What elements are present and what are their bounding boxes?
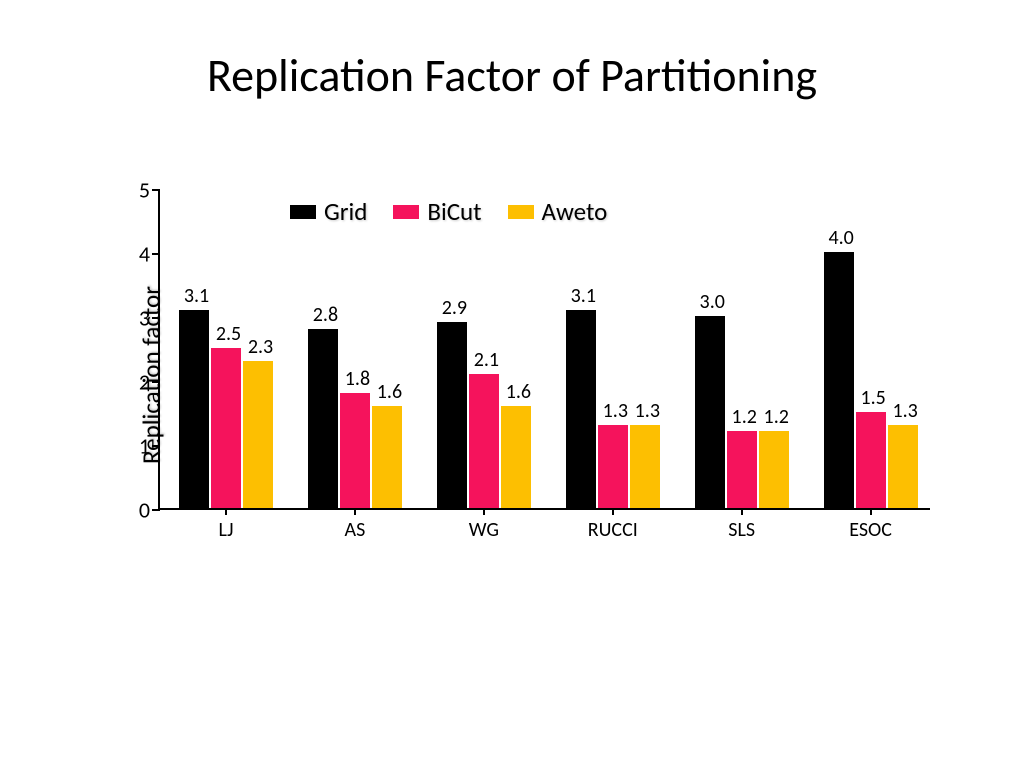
bar-group: 2.81.81.6AS xyxy=(295,190,415,508)
x-tick xyxy=(870,508,872,515)
y-tick xyxy=(152,253,160,255)
x-category-label: RUCCI xyxy=(553,518,673,542)
bar-groups: 3.12.52.3LJ2.81.81.6AS2.92.11.6WG3.11.31… xyxy=(160,190,930,508)
bar: 2.5 xyxy=(211,348,241,508)
y-tick xyxy=(152,445,160,447)
bar-group: 3.11.31.3RUCCI xyxy=(553,190,673,508)
x-category-label: LJ xyxy=(166,518,286,542)
bar: 1.6 xyxy=(501,406,531,508)
bar: 3.1 xyxy=(566,310,596,508)
y-tick-label: 5 xyxy=(139,177,150,204)
bar-value-label: 4.0 xyxy=(828,226,853,250)
x-tick xyxy=(612,508,614,515)
x-tick xyxy=(354,508,356,515)
x-category-label: WG xyxy=(424,518,544,542)
bar-value-label: 2.5 xyxy=(216,322,241,346)
bar: 1.3 xyxy=(598,425,628,508)
bar-value-label: 2.9 xyxy=(442,296,467,320)
bar-value-label: 1.6 xyxy=(377,380,402,404)
replication-factor-chart: Replication factor GridBiCutAweto 3.12.5… xyxy=(110,190,930,560)
bar-group: 4.01.51.3ESOC xyxy=(811,190,931,508)
bar-group: 3.01.21.2SLS xyxy=(682,190,802,508)
y-tick-label: 0 xyxy=(139,497,150,524)
bar: 1.5 xyxy=(856,412,886,508)
bar: 2.3 xyxy=(243,361,273,508)
y-tick xyxy=(152,317,160,319)
bar: 1.8 xyxy=(340,393,370,508)
bar: 3.0 xyxy=(695,316,725,508)
y-tick-label: 1 xyxy=(139,433,150,460)
y-tick xyxy=(152,509,160,511)
bar-value-label: 1.8 xyxy=(345,367,370,391)
y-tick xyxy=(152,189,160,191)
x-category-label: AS xyxy=(295,518,415,542)
y-tick-label: 4 xyxy=(139,241,150,268)
x-category-label: SLS xyxy=(682,518,802,542)
slide-title: Replication Factor of Partitioning xyxy=(0,48,1024,104)
bar: 1.6 xyxy=(372,406,402,508)
bar-value-label: 2.3 xyxy=(248,335,273,359)
plot-area: GridBiCutAweto 3.12.52.3LJ2.81.81.6AS2.9… xyxy=(158,190,930,510)
x-tick xyxy=(483,508,485,515)
bar-value-label: 1.2 xyxy=(732,405,757,429)
bar-value-label: 2.1 xyxy=(474,348,499,372)
x-tick xyxy=(225,508,227,515)
bar: 2.9 xyxy=(437,322,467,508)
bar-value-label: 3.0 xyxy=(700,290,725,314)
bar-group: 2.92.11.6WG xyxy=(424,190,544,508)
bar: 1.2 xyxy=(759,431,789,508)
x-tick xyxy=(741,508,743,515)
bar: 1.2 xyxy=(727,431,757,508)
bar-value-label: 1.3 xyxy=(892,399,917,423)
bar-value-label: 1.2 xyxy=(764,405,789,429)
bar: 2.8 xyxy=(308,329,338,508)
x-category-label: ESOC xyxy=(811,518,931,542)
bar: 1.3 xyxy=(630,425,660,508)
y-tick-label: 3 xyxy=(139,305,150,332)
bar: 4.0 xyxy=(824,252,854,508)
bar: 2.1 xyxy=(469,374,499,508)
bar-value-label: 1.3 xyxy=(603,399,628,423)
bar-value-label: 1.3 xyxy=(635,399,660,423)
bar-value-label: 2.8 xyxy=(313,303,338,327)
bar: 3.1 xyxy=(179,310,209,508)
bar-value-label: 3.1 xyxy=(184,284,209,308)
y-tick-label: 2 xyxy=(139,369,150,396)
bar: 1.3 xyxy=(888,425,918,508)
y-tick xyxy=(152,381,160,383)
bar-group: 3.12.52.3LJ xyxy=(166,190,286,508)
bar-value-label: 1.6 xyxy=(506,380,531,404)
bar-value-label: 1.5 xyxy=(860,386,885,410)
bar-value-label: 3.1 xyxy=(571,284,596,308)
